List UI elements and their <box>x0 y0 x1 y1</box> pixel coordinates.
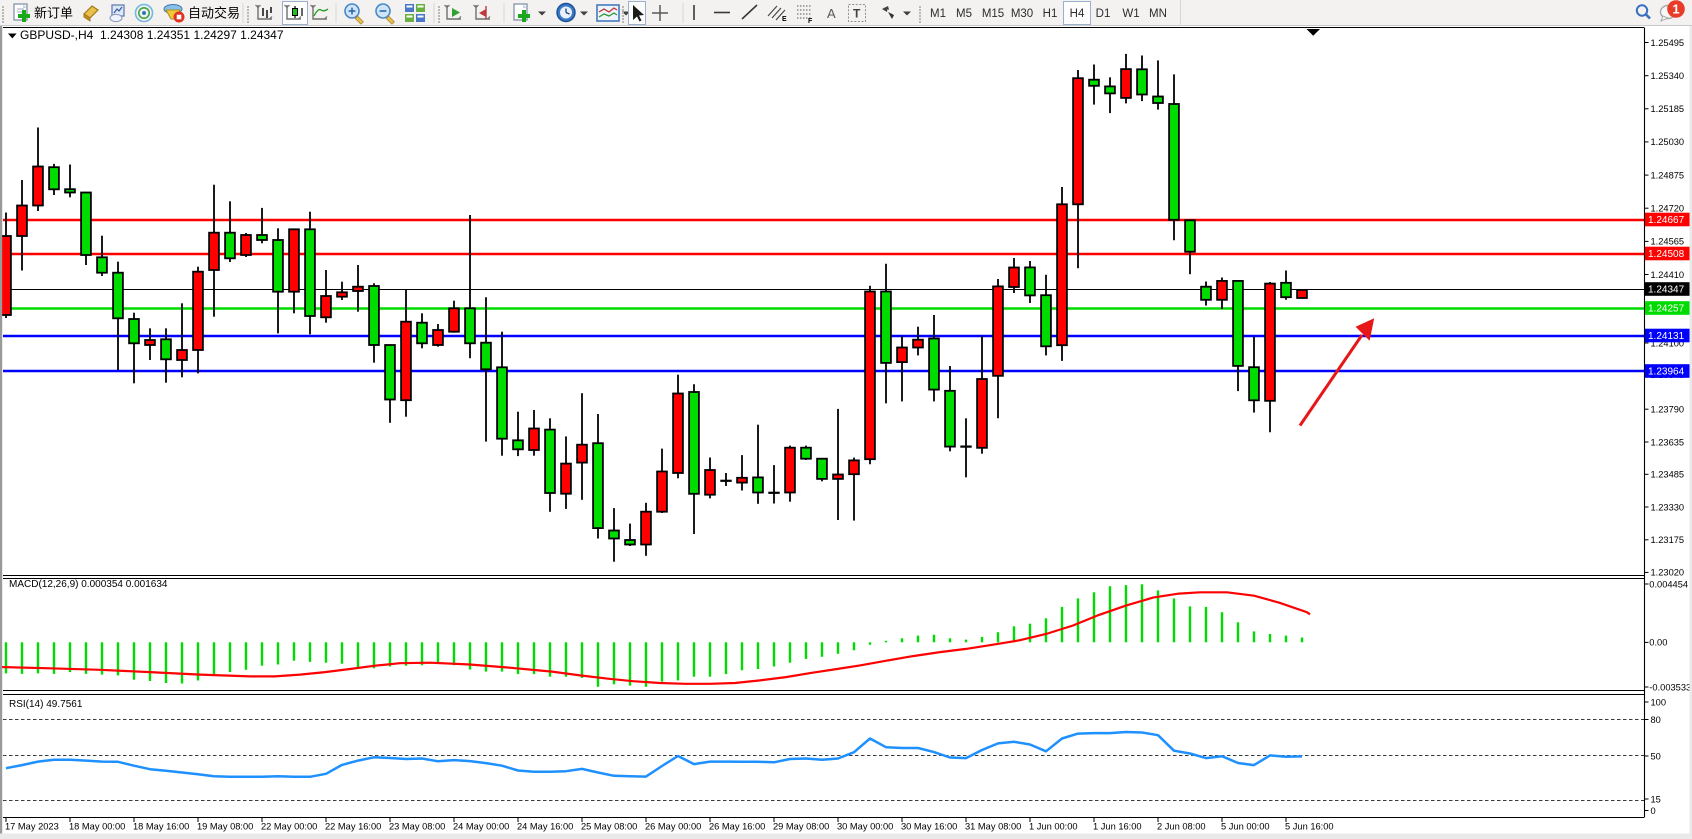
svg-text:1.24257: 1.24257 <box>1648 304 1685 315</box>
svg-text:17 May 2023: 17 May 2023 <box>5 822 59 832</box>
svg-text:2 Jun 08:00: 2 Jun 08:00 <box>1157 822 1206 832</box>
svg-text:1.23790: 1.23790 <box>1651 405 1685 415</box>
svg-text:18 May 16:00: 18 May 16:00 <box>133 822 189 832</box>
svg-text:1.23175: 1.23175 <box>1651 535 1685 545</box>
svg-text:1 Jun 00:00: 1 Jun 00:00 <box>1029 822 1078 832</box>
svg-text:MN: MN <box>1149 8 1167 20</box>
svg-text:M30: M30 <box>1011 8 1033 20</box>
svg-text:RSI(14) 49.7561: RSI(14) 49.7561 <box>9 699 83 710</box>
svg-text:E: E <box>782 16 787 23</box>
svg-text:22 May 00:00: 22 May 00:00 <box>261 822 317 832</box>
svg-text:MACD(12,26,9) 0.000354 0.00163: MACD(12,26,9) 0.000354 0.001634 <box>9 579 168 590</box>
svg-text:19 May 08:00: 19 May 08:00 <box>197 822 253 832</box>
svg-text:H4: H4 <box>1070 8 1085 20</box>
svg-text:23 May 08:00: 23 May 08:00 <box>389 822 445 832</box>
svg-text:80: 80 <box>1651 715 1661 725</box>
svg-text:1.23635: 1.23635 <box>1651 437 1685 447</box>
svg-text:30 May 00:00: 30 May 00:00 <box>837 822 893 832</box>
svg-text:新订单: 新订单 <box>34 6 73 21</box>
svg-text:1.25030: 1.25030 <box>1651 137 1685 147</box>
svg-text:A: A <box>827 6 836 21</box>
svg-text:29 May 08:00: 29 May 08:00 <box>773 822 829 832</box>
svg-text:1.23020: 1.23020 <box>1651 568 1685 578</box>
svg-text:1.24131: 1.24131 <box>1648 331 1685 342</box>
svg-text:1.24875: 1.24875 <box>1651 170 1685 180</box>
svg-text:T: T <box>853 7 861 21</box>
svg-text:W1: W1 <box>1122 8 1139 20</box>
svg-text:1.23330: 1.23330 <box>1651 502 1685 512</box>
svg-text:22 May 16:00: 22 May 16:00 <box>325 822 381 832</box>
svg-text:31 May 08:00: 31 May 08:00 <box>965 822 1021 832</box>
svg-text:H1: H1 <box>1043 8 1058 20</box>
svg-text:25 May 08:00: 25 May 08:00 <box>581 822 637 832</box>
svg-text:18 May 00:00: 18 May 00:00 <box>69 822 125 832</box>
svg-text:50: 50 <box>1651 751 1661 761</box>
svg-text:100: 100 <box>1651 697 1667 707</box>
svg-text:M1: M1 <box>930 8 946 20</box>
svg-text:1.23485: 1.23485 <box>1651 470 1685 480</box>
svg-text:24 May 00:00: 24 May 00:00 <box>453 822 509 832</box>
svg-text:1.24720: 1.24720 <box>1651 204 1685 214</box>
svg-text:F: F <box>808 18 813 25</box>
svg-text:1.23964: 1.23964 <box>1648 367 1685 378</box>
svg-text:-0.003533: -0.003533 <box>1649 682 1691 692</box>
svg-text:D1: D1 <box>1096 8 1111 20</box>
svg-text:26 May 00:00: 26 May 00:00 <box>645 822 701 832</box>
svg-text:26 May 16:00: 26 May 16:00 <box>709 822 765 832</box>
svg-text:0.00: 0.00 <box>1649 638 1667 648</box>
svg-text:1.24508: 1.24508 <box>1648 249 1685 260</box>
svg-text:M5: M5 <box>956 8 972 20</box>
svg-text:5 Jun 16:00: 5 Jun 16:00 <box>1285 822 1334 832</box>
svg-text:1.24100: 1.24100 <box>1651 338 1685 348</box>
svg-text:1: 1 <box>1672 2 1679 17</box>
svg-text:0.004454: 0.004454 <box>1649 579 1688 589</box>
svg-text:自动交易: 自动交易 <box>188 6 240 21</box>
svg-text:1.25185: 1.25185 <box>1651 104 1685 114</box>
svg-text:1.24410: 1.24410 <box>1651 270 1685 280</box>
svg-text:1.24667: 1.24667 <box>1648 215 1685 226</box>
svg-text:1.24565: 1.24565 <box>1651 237 1685 247</box>
svg-text:30 May 16:00: 30 May 16:00 <box>901 822 957 832</box>
svg-text:1.25495: 1.25495 <box>1651 38 1685 48</box>
svg-text:5 Jun 00:00: 5 Jun 00:00 <box>1221 822 1270 832</box>
svg-text:1 Jun 16:00: 1 Jun 16:00 <box>1093 822 1142 832</box>
svg-text:1.24347: 1.24347 <box>1648 285 1685 296</box>
svg-text:1.25340: 1.25340 <box>1651 71 1685 81</box>
svg-text:0: 0 <box>1651 806 1656 816</box>
svg-text:GBPUSD-,H4 1.24308 1.24351 1.: GBPUSD-,H4 1.24308 1.24351 1.24297 1.243… <box>20 28 284 42</box>
svg-text:24 May 16:00: 24 May 16:00 <box>517 822 573 832</box>
svg-text:M15: M15 <box>982 8 1004 20</box>
svg-text:15: 15 <box>1651 794 1661 804</box>
